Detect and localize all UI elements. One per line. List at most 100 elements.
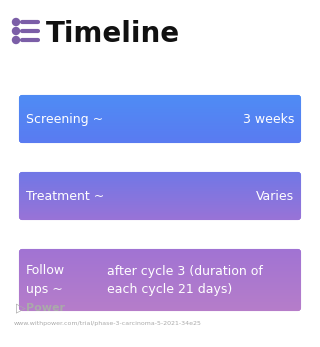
Bar <box>12 127 308 128</box>
Bar <box>12 172 308 173</box>
Bar <box>12 190 308 191</box>
Bar <box>12 96 308 98</box>
Bar <box>12 209 308 210</box>
Text: www.withpower.com/trial/phase-3-carcinoma-5-2021-34e25: www.withpower.com/trial/phase-3-carcinom… <box>14 322 202 327</box>
Bar <box>12 263 308 264</box>
Bar <box>12 214 308 215</box>
Bar <box>12 106 308 107</box>
Bar <box>12 293 308 294</box>
Bar <box>12 137 308 138</box>
Bar <box>12 186 308 187</box>
Circle shape <box>12 36 20 43</box>
Circle shape <box>12 18 20 25</box>
Bar <box>12 242 308 244</box>
Bar <box>12 142 308 143</box>
Bar <box>12 311 308 313</box>
Bar <box>12 258 308 260</box>
Bar <box>12 282 308 283</box>
Bar <box>12 204 308 206</box>
Bar <box>12 273 308 275</box>
Bar <box>12 141 308 142</box>
Bar <box>12 255 308 257</box>
Text: Screening ~: Screening ~ <box>26 112 103 126</box>
Bar <box>12 265 308 266</box>
Bar <box>12 203 308 204</box>
Bar <box>12 211 308 212</box>
Bar <box>12 213 308 214</box>
Bar <box>12 285 308 286</box>
Bar <box>12 92 308 93</box>
Bar <box>12 302 308 303</box>
Bar <box>12 257 308 259</box>
Bar <box>12 244 308 245</box>
Bar <box>12 253 308 255</box>
Bar <box>12 224 308 225</box>
Bar <box>12 179 308 180</box>
Bar <box>12 288 308 289</box>
Bar <box>12 305 308 306</box>
Bar <box>12 249 308 250</box>
Bar <box>12 277 308 279</box>
Bar <box>12 206 308 208</box>
Bar <box>12 113 308 115</box>
Bar <box>12 166 308 167</box>
Bar <box>12 170 308 171</box>
Bar <box>12 174 308 175</box>
Bar <box>12 128 308 129</box>
Bar <box>12 315 308 316</box>
Bar <box>12 174 308 176</box>
Bar <box>12 121 308 122</box>
Bar <box>12 120 308 121</box>
Bar <box>12 103 308 105</box>
Bar <box>12 117 308 118</box>
Bar <box>12 296 308 298</box>
Bar <box>12 212 308 213</box>
Bar <box>12 214 308 216</box>
Bar <box>12 184 308 186</box>
Bar <box>12 295 308 297</box>
Bar <box>12 314 308 316</box>
Bar <box>12 222 308 223</box>
Bar <box>12 93 308 95</box>
Bar <box>12 140 308 141</box>
Text: Power: Power <box>26 303 65 313</box>
Bar <box>12 279 308 280</box>
Bar <box>12 249 308 251</box>
Bar <box>12 99 308 100</box>
Bar <box>12 259 308 261</box>
Bar <box>12 93 308 94</box>
Bar <box>12 216 308 218</box>
Bar <box>12 175 308 176</box>
Bar <box>12 101 308 102</box>
Bar <box>12 202 308 203</box>
Bar <box>12 136 308 137</box>
Bar <box>12 200 308 201</box>
Bar <box>12 170 308 172</box>
Bar <box>12 124 308 125</box>
Bar <box>12 149 308 151</box>
Bar <box>12 220 308 221</box>
Bar <box>12 269 308 270</box>
Bar <box>12 251 308 252</box>
Bar <box>12 286 308 287</box>
Bar <box>12 226 308 227</box>
Bar <box>12 212 308 213</box>
Bar <box>12 171 308 172</box>
Bar <box>12 181 308 183</box>
Bar <box>12 290 308 292</box>
Text: after cycle 3 (duration of
each cycle 21 days): after cycle 3 (duration of each cycle 21… <box>107 264 263 296</box>
Bar <box>12 262 308 263</box>
Bar <box>12 219 308 221</box>
Bar <box>12 184 308 185</box>
Bar <box>12 129 308 130</box>
Bar <box>12 316 308 318</box>
Bar <box>12 144 308 145</box>
Bar <box>12 221 308 222</box>
Bar <box>12 313 308 315</box>
Bar <box>12 96 308 97</box>
Bar <box>12 245 308 246</box>
Bar <box>12 307 308 309</box>
Bar <box>12 110 308 112</box>
Bar <box>12 253 308 254</box>
Bar <box>12 310 308 311</box>
